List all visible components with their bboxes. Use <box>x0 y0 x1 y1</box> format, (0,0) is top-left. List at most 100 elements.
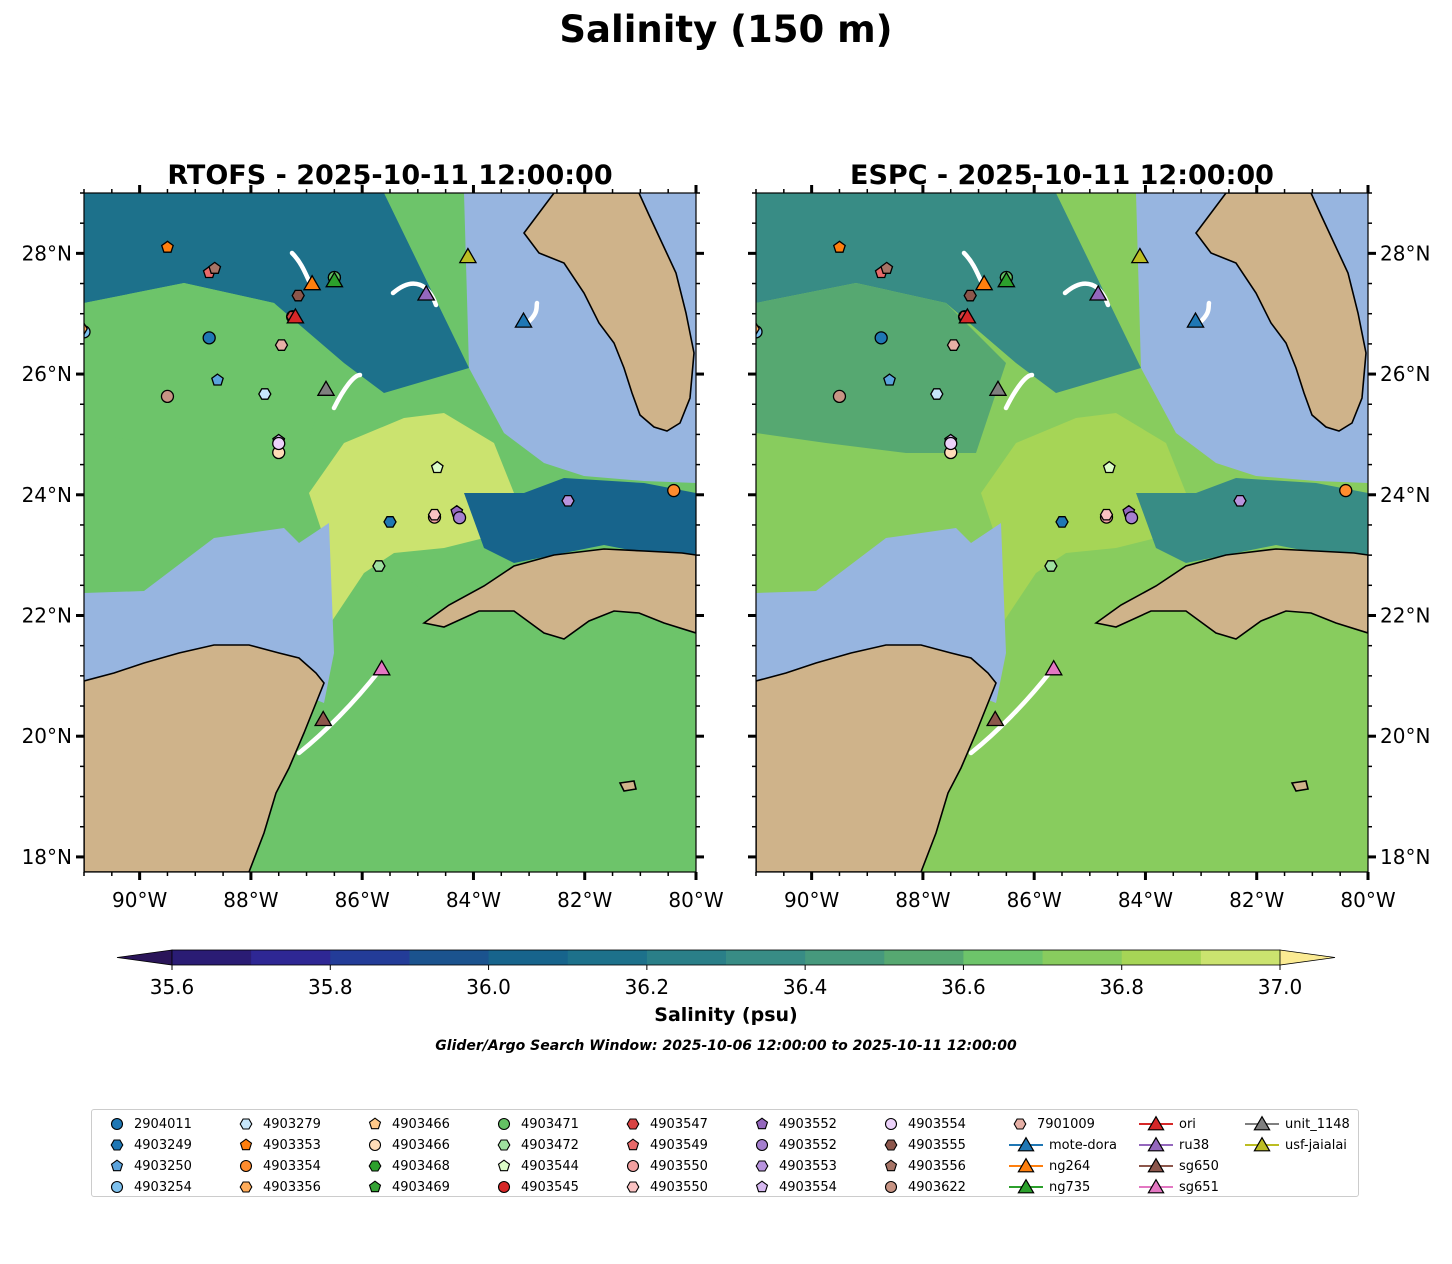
legend-label: 4903622 <box>908 1179 966 1195</box>
x-tick-label: 86°W <box>335 888 390 912</box>
x-tick-label: 86°W <box>1007 888 1062 912</box>
argo-marker-4903249 <box>1055 516 1069 528</box>
colorbar-swatch <box>251 950 331 965</box>
legend-symbol <box>884 1159 898 1172</box>
legend-circle-marker <box>755 1138 769 1152</box>
salinity-region-1 <box>84 283 334 453</box>
argo-marker-4903556 <box>880 261 894 274</box>
y-tick-label: 20°N <box>22 724 72 748</box>
glider-marker-sg651 <box>1044 659 1063 676</box>
legend-label: 4903549 <box>650 1137 708 1153</box>
argo-marker-4903554 <box>272 436 286 451</box>
argo-marker-4903353 <box>832 240 846 253</box>
legend-label: ru38 <box>1179 1137 1210 1153</box>
colorbar-swatch <box>726 950 806 965</box>
legend-symbol <box>239 1118 253 1130</box>
legend-item: 2904011 <box>106 1114 192 1134</box>
legend-symbol <box>1245 1136 1279 1152</box>
argo-marker-4903356 <box>756 322 760 335</box>
legend-item: 4903354 <box>235 1156 321 1176</box>
salinity-region-4 <box>249 573 696 872</box>
land-yucatan <box>84 644 325 872</box>
legend-hexagon-marker <box>368 1160 382 1172</box>
legend-label: 7901009 <box>1037 1116 1095 1132</box>
legend-label: 4903356 <box>263 1179 321 1195</box>
legend-label: 4903279 <box>263 1116 321 1132</box>
argo-marker-4903622 <box>160 389 175 404</box>
argo-marker-4903550 <box>1099 508 1114 521</box>
argo-marker-4903553 <box>561 494 575 507</box>
legend-hexagon-marker <box>626 1181 640 1193</box>
x-tick-label: 82°W <box>1229 888 1284 912</box>
legend-hexagon-marker <box>1013 1118 1027 1130</box>
glider-marker-mote-dora <box>1186 311 1205 328</box>
glider-track-3 <box>524 300 540 326</box>
legend-symbol <box>110 1117 124 1131</box>
colorbar-swatch <box>963 950 1044 965</box>
argo-marker-4903354 <box>667 483 681 498</box>
legend-item: 4903555 <box>880 1135 966 1155</box>
legend-pentagon-marker <box>497 1159 511 1172</box>
glider-marker-sg650 <box>985 710 1005 727</box>
legend-item: mote-dora <box>1009 1135 1117 1155</box>
legend-symbol <box>368 1138 382 1152</box>
legend-circle-marker <box>497 1180 511 1194</box>
glider-marker-sg651 <box>372 659 391 676</box>
legend-hexagon-marker <box>497 1139 511 1151</box>
x-tick-label: 80°W <box>1340 888 1395 912</box>
y-tick-label: 24°N <box>1380 483 1430 507</box>
legend-symbol <box>755 1117 769 1130</box>
y-tick-label: 20°N <box>1380 724 1430 748</box>
y-tick-label: 24°N <box>22 483 72 507</box>
legend-symbol <box>1245 1115 1279 1131</box>
legend-item: 4903250 <box>106 1156 192 1176</box>
legend-symbol <box>1009 1157 1043 1173</box>
argo-marker-7901009 <box>946 339 961 351</box>
legend-circle-marker <box>626 1159 640 1173</box>
colorbar-swatch <box>172 950 252 965</box>
legend-label: sg650 <box>1179 1158 1219 1174</box>
panel-title: RTOFS - 2025-10-11 12:00:00 <box>167 160 612 191</box>
y-tick-label: 22°N <box>22 603 72 627</box>
legend-item: 4903556 <box>880 1156 966 1176</box>
legend-symbol <box>110 1180 124 1194</box>
legend-symbol <box>497 1180 511 1194</box>
colorbar-swatch <box>646 950 727 965</box>
land-florida <box>523 193 695 432</box>
legend-pentagon-marker <box>368 1117 382 1130</box>
legend-triangle-marker <box>1147 1157 1165 1173</box>
glider-marker-ng264 <box>302 274 322 291</box>
y-tick-label: 28°N <box>1380 241 1430 265</box>
legend-item: 4903545 <box>493 1177 579 1197</box>
legend-label: 4903554 <box>779 1179 837 1195</box>
salinity-region-1 <box>756 283 1006 453</box>
y-tick-label: 28°N <box>22 241 72 265</box>
glider-marker-usf-jaialai <box>1130 247 1150 264</box>
legend-pentagon-marker <box>755 1117 769 1130</box>
salinity-region-0 <box>84 193 469 393</box>
land-cuba <box>1094 548 1368 640</box>
legend-symbol <box>497 1139 511 1151</box>
legend-symbol <box>1013 1118 1027 1130</box>
legend-hexagon-marker <box>626 1118 640 1130</box>
colorbar-label: Salinity (psu) <box>654 1004 797 1026</box>
legend-symbol <box>368 1117 382 1130</box>
legend-label: 4903550 <box>650 1158 708 1174</box>
legend-item: 4903353 <box>235 1135 321 1155</box>
legend-item: 4903550 <box>622 1156 708 1176</box>
argo-marker-4903552 <box>452 511 467 525</box>
argo-marker-4903472 <box>372 560 386 572</box>
legend-symbol <box>1009 1178 1043 1194</box>
legend-item: 4903544 <box>493 1156 579 1176</box>
legend-symbol <box>626 1118 640 1130</box>
legend-label: unit_1148 <box>1285 1116 1350 1132</box>
legend-label: 4903544 <box>521 1158 579 1174</box>
legend-item: 4903471 <box>493 1114 579 1134</box>
x-tick-label: 90°W <box>784 888 839 912</box>
legend-symbol <box>368 1160 382 1172</box>
land-yucatan <box>756 644 997 872</box>
legend-item: 4903550 <box>622 1177 708 1197</box>
argo-marker-2904011 <box>202 331 216 345</box>
legend-symbol <box>239 1138 253 1151</box>
